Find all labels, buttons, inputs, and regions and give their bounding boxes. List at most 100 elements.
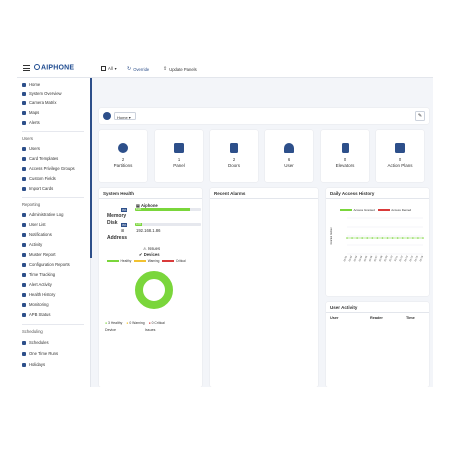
tile-partitions[interactable]: 2 Partitions [99, 130, 147, 182]
notification-icon [22, 232, 26, 237]
healthy-dot-icon: ● [105, 321, 108, 325]
device-name: ▤ Aiphone [136, 203, 158, 208]
legend-healthy: Healthy [120, 259, 132, 263]
sidebar-item-label: Holidays [29, 362, 46, 367]
sidebar-item-time-tracking[interactable]: Time Tracking [22, 272, 55, 277]
access-legend: Access Granted Access Denied [340, 208, 411, 212]
count-healthy: 3 Healthy [108, 321, 123, 325]
sidebar-item-monitoring[interactable]: Monitoring [22, 302, 49, 307]
address-value: 192.168.1.86 [136, 228, 161, 233]
granted-point [376, 237, 379, 239]
x-tick-label: 02-04 [359, 255, 363, 262]
legend-swatch-warning [134, 259, 147, 263]
sidebar-item-schedules[interactable]: Schedules [22, 340, 49, 345]
site-filter-dropdown[interactable]: All ▾ [101, 66, 117, 71]
col-time: Time [406, 316, 415, 320]
sidebar-item-label: One Time Runs [29, 351, 59, 356]
col-device: Device [105, 328, 116, 332]
sidebar-item-label: Alert Activity [29, 282, 52, 287]
x-tick-label: 02-11 [395, 255, 399, 262]
sidebar-item-alert-activity[interactable]: Alert Activity [22, 282, 52, 287]
sidebar-item-custom-fields[interactable]: Custom Fields [22, 176, 56, 181]
sidebar-item-card-templates[interactable]: Card Templates [22, 156, 58, 161]
disk-bar: 10% [135, 223, 201, 226]
memory-bar: 83% [135, 208, 201, 211]
sidebar-item-label: Maps [29, 110, 40, 115]
upload-icon: ⇪ [163, 66, 168, 72]
sidebar-section-scheduling: Scheduling [22, 329, 43, 334]
fields-icon [22, 176, 26, 181]
sidebar-item-label: Muster Report [29, 252, 56, 257]
sidebar-item-maps[interactable]: Maps [22, 110, 39, 115]
system-health-title: System Health [103, 191, 135, 196]
tile-elevators[interactable]: 0 Elevators [321, 130, 369, 182]
sidebar-item-muster-report[interactable]: Muster Report [22, 252, 56, 257]
tile-value: 0 [398, 157, 402, 162]
brand-name: AIPHONE [41, 64, 75, 72]
sidebar-item-access-privilege-groups[interactable]: Access Privilege Groups [22, 166, 75, 171]
chevron-down-icon: ▾ [114, 66, 117, 71]
granted-point [422, 237, 424, 239]
dashboard-view-select[interactable]: Home ▾ [114, 112, 136, 120]
daily-access-title: Daily Access History [330, 191, 375, 196]
top-bar: AIPHONE All ▾ ↻ Override ⇪ Update Panels [17, 60, 433, 78]
sidebar-item-home[interactable]: Home [22, 82, 40, 87]
update-panels-button[interactable]: ⇪ Update Panels [163, 66, 197, 72]
granted-point [356, 237, 358, 239]
legend-warning: Warning [147, 259, 160, 263]
users-icon [22, 146, 26, 151]
pie-icon [118, 143, 128, 153]
sidebar-item-apb-status[interactable]: APB Status [22, 312, 50, 317]
x-tick-label: 02-02 [349, 255, 353, 262]
x-tick-label: 02-10 [390, 255, 394, 262]
legend-swatch-denied [377, 208, 390, 212]
sidebar-item-label: Administrative Log [29, 212, 64, 217]
sidebar-item-users[interactable]: Users [22, 146, 40, 151]
sidebar: Home System Overview Camera Matrix Maps … [17, 78, 92, 387]
sidebar-item-camera-matrix[interactable]: Camera Matrix [22, 100, 56, 105]
sidebar-item-one-time-runs[interactable]: One Time Runs [22, 351, 58, 356]
tile-doors[interactable]: 2 Doors [210, 130, 258, 182]
col-issues: Issues [145, 328, 156, 332]
sidebar-item-activity[interactable]: Activity [22, 242, 42, 247]
tile-label: User [284, 163, 294, 168]
override-label: Override [133, 66, 150, 72]
tile-panel[interactable]: 1 Panel [155, 130, 203, 182]
x-tick-label: 02-12 [400, 255, 404, 262]
user-activity-title: User Activity [330, 305, 358, 310]
monitor-icon [22, 302, 26, 307]
dashboard-view-value: Home [117, 114, 128, 120]
disk-label: Disk [107, 220, 118, 226]
sidebar-item-configuration-reports[interactable]: Configuration Reports [22, 262, 70, 267]
sidebar-item-system-overview[interactable]: System Overview [22, 91, 62, 96]
granted-point [381, 237, 384, 239]
building-icon [342, 143, 349, 153]
granted-point [407, 237, 409, 239]
refresh-icon: ↻ [127, 66, 132, 72]
sidebar-item-label: Custom Fields [29, 176, 56, 181]
brand-logo[interactable]: AIPHONE [34, 64, 74, 72]
sidebar-item-holidays[interactable]: Holidays [22, 362, 45, 367]
tile-action-plans[interactable]: 0 Action Plans [376, 130, 424, 182]
override-button[interactable]: ↻ Override [127, 66, 149, 72]
sidebar-item-user-list[interactable]: User List [22, 222, 46, 227]
x-tick-label: 02-16 [420, 255, 424, 262]
recent-alarms-title: Recent Alarms [214, 191, 246, 196]
x-tick-label: 02-14 [410, 255, 414, 262]
sidebar-scrollbar[interactable] [90, 78, 92, 258]
sidebar-item-notifications[interactable]: Notifications [22, 232, 52, 237]
device-health-donut [135, 271, 173, 309]
col-user: User [330, 316, 339, 320]
hamburger-menu-icon[interactable] [23, 65, 30, 71]
scroll-icon [395, 143, 405, 153]
sidebar-item-import-cards[interactable]: Import Cards [22, 186, 53, 191]
edit-dashboard-button[interactable]: ✎ [415, 111, 425, 121]
sidebar-item-alerts[interactable]: Alerts [22, 120, 40, 125]
sidebar-item-health-history[interactable]: Health History [22, 292, 55, 297]
sidebar-item-label: Import Cards [29, 186, 54, 191]
tile-user[interactable]: 6 User [265, 130, 313, 182]
network-icon [174, 143, 184, 153]
granted-point [386, 237, 389, 239]
sidebar-item-administrative-log[interactable]: Administrative Log [22, 212, 63, 217]
